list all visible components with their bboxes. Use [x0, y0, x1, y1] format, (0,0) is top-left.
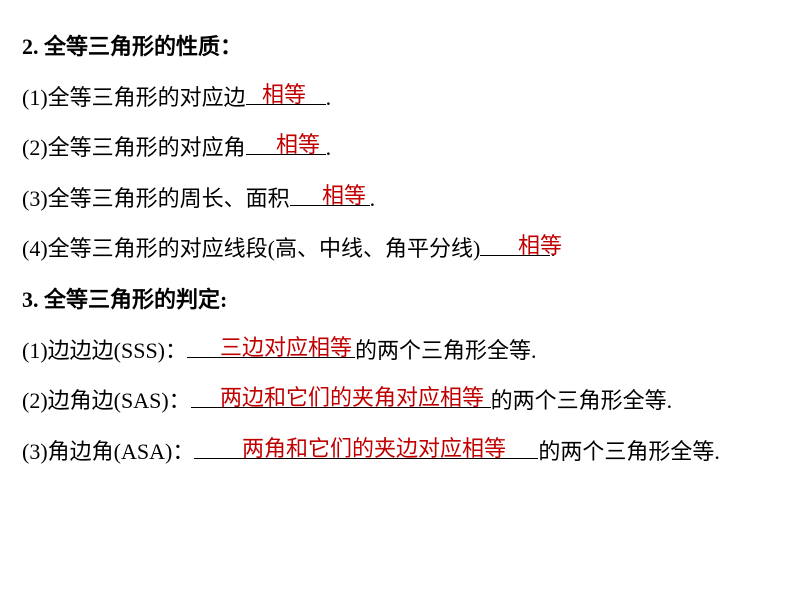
section3-heading: 3. 全等三角形的判定:: [22, 275, 772, 326]
s2i2-answer: 相等: [276, 120, 320, 171]
s2i2-prefix: (2)全等三角形的对应角: [22, 135, 246, 160]
s2i2-suffix: .: [326, 135, 332, 160]
s3i3-suffix: 的两个三角形全等.: [538, 439, 720, 464]
s3i3-answer: 两角和它们的夹边对应相等: [242, 424, 506, 475]
section2-item-1: (1)全等三角形的对应边. 相等: [22, 73, 772, 124]
s2i3-prefix: (3)全等三角形的周长、面积: [22, 186, 290, 211]
s2i3-suffix: .: [370, 186, 376, 211]
s2i4-prefix: (4)全等三角形的对应线段(高、中线、角平分线): [22, 236, 480, 261]
section3-item-3: (3)角边角(ASA)： 的两个三角形全等. 两角和它们的夹边对应相等: [22, 427, 772, 478]
section3-item-1: (1)边边边(SSS)： 的两个三角形全等. 三边对应相等: [22, 326, 772, 377]
s2i1-answer: 相等: [262, 70, 306, 121]
s3i3-prefix: (3)角边角(ASA)：: [22, 439, 194, 464]
section2-item-4: (4)全等三角形的对应线段(高、中线、角平分线). 相等: [22, 224, 772, 275]
section2-item-3: (3)全等三角形的周长、面积. 相等: [22, 174, 772, 225]
s3i1-answer: 三边对应相等: [220, 323, 352, 374]
document-body: 2. 全等三角形的性质： (1)全等三角形的对应边. 相等 (2)全等三角形的对…: [22, 22, 772, 477]
section2-heading: 2. 全等三角形的性质：: [22, 22, 772, 73]
s3i2-answer: 两边和它们的夹角对应相等: [220, 373, 484, 424]
s2i1-prefix: (1)全等三角形的对应边: [22, 85, 246, 110]
s2i1-suffix: .: [326, 85, 332, 110]
section2-item-2: (2)全等三角形的对应角. 相等: [22, 123, 772, 174]
s2i4-answer: 相等: [518, 221, 562, 272]
s3i2-suffix: 的两个三角形全等.: [491, 388, 673, 413]
s2i3-answer: 相等: [322, 171, 366, 222]
s3i1-suffix: 的两个三角形全等.: [355, 338, 537, 363]
s3i1-prefix: (1)边边边(SSS)：: [22, 338, 187, 363]
s3i2-prefix: (2)边角边(SAS)：: [22, 388, 191, 413]
section3-item-2: (2)边角边(SAS)： 的两个三角形全等. 两边和它们的夹角对应相等: [22, 376, 772, 427]
